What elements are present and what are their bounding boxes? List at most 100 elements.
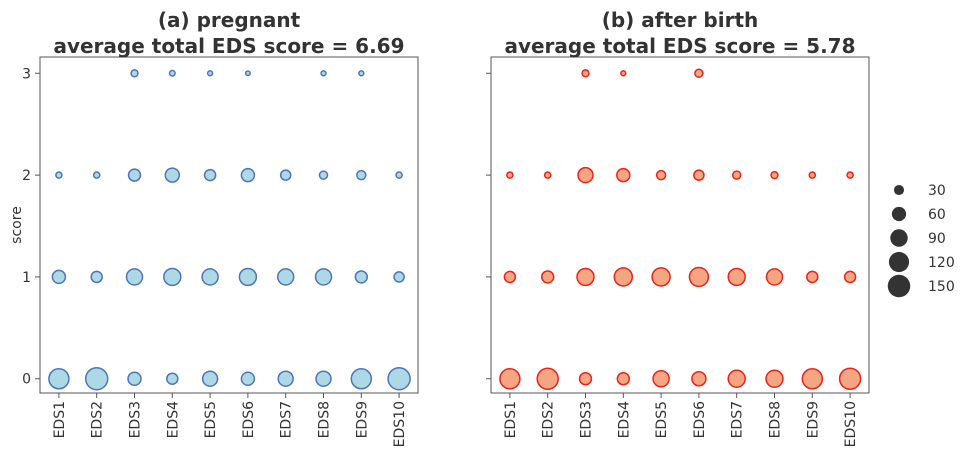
bubble [576,267,595,287]
bubble [358,70,365,77]
bubble [127,168,142,182]
bubble [244,70,251,77]
legend-label: 30 [928,183,946,199]
bubble [168,69,176,77]
x-tick-label: EDS3 [128,401,144,438]
bubble [536,367,559,390]
chart-title: (b) after birth [602,8,759,32]
chart-subtitle: average total EDS score = 6.69 [53,34,404,58]
legend-label: 150 [928,279,955,295]
legend-bubble [890,229,908,247]
chart-subtitle: average total EDS score = 5.78 [504,34,855,58]
x-tick-label: EDS8 [768,401,784,438]
y-tick-label: 0 [22,372,31,388]
bubble [354,270,369,284]
bubble [279,169,292,181]
bubble [125,268,144,286]
bubble [203,168,217,182]
bubble [581,69,590,78]
bubble [727,369,746,388]
plot-frame [490,56,870,394]
bubble [277,370,294,387]
legend-label: 120 [928,255,955,271]
bubble [577,166,594,184]
bubble [350,368,373,390]
x-tick-label: EDS7 [279,401,295,438]
bubble [499,368,521,390]
bubble [843,270,857,284]
bubble [806,270,819,284]
legend-label: 60 [928,207,946,223]
bubble [314,268,333,286]
bubble [543,171,552,179]
bubble [651,267,671,287]
x-tick-label: EDS3 [579,401,595,438]
bubble [838,367,862,390]
bubble [238,267,258,287]
y-tick-label: 1 [22,270,31,286]
legend-bubble [893,184,905,196]
x-tick-label: EDS5 [654,401,670,438]
y-tick-label: 3 [22,66,31,82]
x-tick-label: EDS7 [730,401,746,438]
bubble [84,366,109,391]
x-tick-label: EDS2 [90,401,106,438]
bubble [127,371,142,387]
x-tick-label: EDS4 [616,401,632,439]
x-tick-label: EDS9 [354,401,370,438]
bubble [506,171,514,179]
bubble [691,370,707,387]
bubble [130,69,139,78]
bubble [90,270,103,284]
bubble [206,70,214,77]
bubble [770,170,779,180]
x-tick-label: EDS10 [843,401,859,447]
bubble [393,271,405,283]
x-tick-label: EDS9 [805,401,821,438]
bubble [688,266,710,288]
bubble [652,369,670,388]
bubble [387,366,411,391]
bubble [620,70,627,77]
x-tick-label: EDS1 [503,401,519,438]
x-tick-label: EDS5 [203,401,219,438]
x-tick-label: EDS6 [241,401,257,439]
bubble [356,169,367,181]
bubble [727,267,746,287]
plot-frame [39,56,419,394]
bubble [395,171,403,179]
bubble [616,167,631,183]
x-tick-label: EDS6 [692,401,708,439]
bubble [55,171,63,179]
legend-bubble [888,251,910,273]
bubble [201,370,219,387]
y-axis-label: score [9,206,25,244]
bubble [48,368,70,390]
y-tick-label: 2 [22,168,31,184]
bubble [276,268,295,286]
bubble [315,370,332,387]
bubble [163,267,182,287]
bubble [693,169,705,181]
bubble [320,70,327,77]
bubble [655,169,667,181]
bubble [578,372,593,386]
bubble [765,268,784,286]
bubble [613,267,634,287]
x-tick-label: EDS4 [165,401,181,439]
bubble [240,371,256,387]
x-tick-label: EDS1 [52,401,68,438]
legend-bubble [891,206,907,222]
bubble [801,368,824,390]
legend-bubble [887,274,911,298]
bubble [808,171,817,179]
bubble [92,171,101,179]
bubble [731,170,742,180]
bubble [166,372,179,386]
bubble [540,270,555,284]
bubble [503,270,517,284]
bubble [616,372,631,386]
bubble [51,269,67,285]
x-tick-label: EDS10 [392,401,408,447]
